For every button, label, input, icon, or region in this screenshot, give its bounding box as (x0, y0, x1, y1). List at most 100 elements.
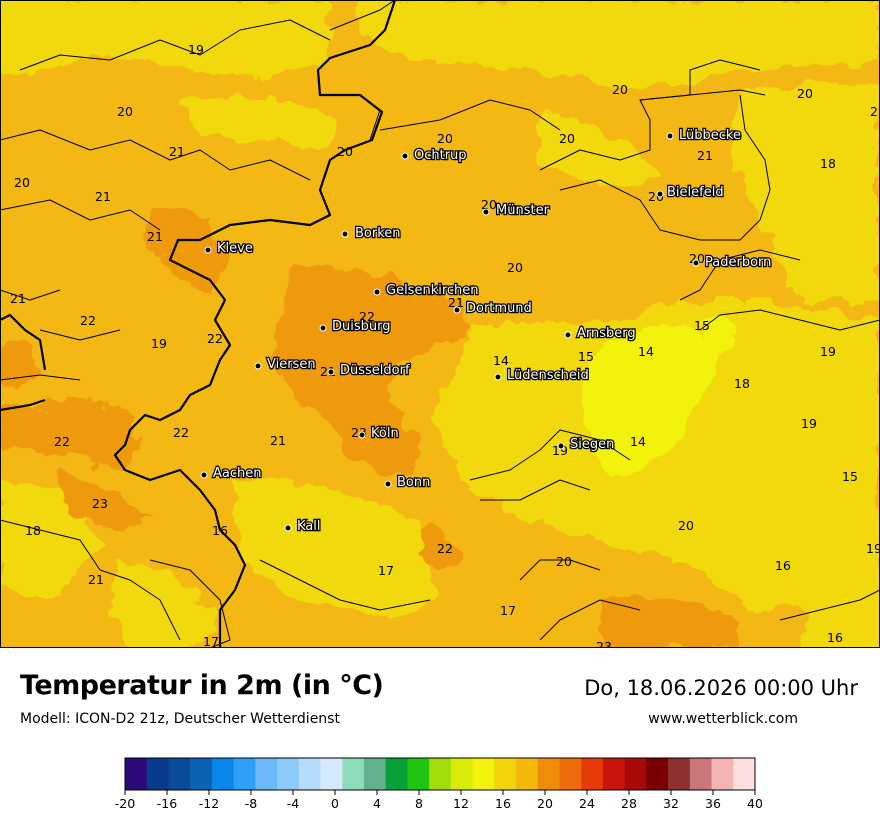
legend-tick-label: 28 (621, 796, 637, 811)
city-dortmund: Dortmund (453, 300, 533, 317)
legend-swatch (559, 758, 582, 790)
temp-label: 16 (775, 558, 791, 573)
temp-label: 17 (203, 634, 219, 648)
legend-tick-label: 36 (705, 796, 721, 811)
city-bielefeld: Bielefeld (656, 184, 725, 201)
city-label: Kleve (217, 241, 253, 256)
temp-label: 20 (14, 175, 30, 190)
city-muenster: Münster (482, 202, 551, 219)
city-kall: Kall (284, 518, 322, 535)
legend-swatch (429, 758, 452, 790)
temp-label: 18 (820, 156, 836, 171)
city-siegen: Siegen (557, 436, 616, 453)
legend-swatch (624, 758, 647, 790)
city-label: Bielefeld (667, 185, 724, 200)
temp-label: 21 (88, 572, 104, 587)
city-label: Viersen (267, 357, 316, 372)
website-link: www.wetterblick.com (648, 711, 798, 727)
temp-label: 22 (173, 425, 189, 440)
temp-label: 21 (10, 291, 26, 306)
legend-swatches (124, 757, 756, 791)
valid-datetime: Do, 18.06.2026 00:00 Uhr (584, 676, 858, 700)
legend-tick-label: 20 (537, 796, 553, 811)
city-viersen: Viersen (254, 356, 317, 373)
legend-tick-label: 16 (495, 796, 511, 811)
legend-swatch (277, 758, 300, 790)
legend-swatch (385, 758, 408, 790)
legend-tick-label: 0 (331, 796, 339, 811)
color-legend: -20 -16 -12 -8 -4 0 4 8 12 16 20 24 28 32 36 40 (115, 756, 775, 826)
temp-label: 22 (80, 313, 96, 328)
city-kleve: Kleve (204, 240, 254, 257)
legend-swatch (320, 758, 343, 790)
legend-swatch (233, 758, 256, 790)
legend-tick-label: -12 (199, 796, 219, 811)
legend-swatch (581, 758, 604, 790)
temp-label: 21 (147, 229, 163, 244)
city-luedenscheid: Lüdenscheid (494, 367, 590, 384)
city-arnsberg: Arnsberg (564, 325, 637, 342)
legend-tick-label: -16 (157, 796, 177, 811)
legend-tick-label: 40 (747, 796, 763, 811)
temp-label: 23 (596, 639, 612, 648)
map-footer: Temperatur in 2m (in °C) Modell: ICON-D2… (0, 648, 880, 830)
city-koeln: Köln (358, 425, 400, 442)
legend-swatch (450, 758, 473, 790)
temp-label: 16 (212, 523, 228, 538)
legend-swatch (711, 758, 734, 790)
temp-label: 20 (797, 86, 813, 101)
legend-swatch (190, 758, 213, 790)
map-title: Temperatur in 2m (in °C) (20, 670, 384, 701)
legend-swatch (602, 758, 625, 790)
temp-label: 20 (556, 554, 572, 569)
legend-tick-label: 8 (415, 796, 423, 811)
temp-label: 20 (117, 104, 133, 119)
temp-label: 22 (54, 434, 70, 449)
city-aachen: Aachen (200, 465, 263, 482)
legend-swatch (646, 758, 669, 790)
city-label: Kall (297, 519, 321, 534)
city-label: Siegen (570, 437, 614, 452)
temp-label: 21 (697, 148, 713, 163)
legend-tick-label: 4 (373, 796, 381, 811)
city-label: Borken (355, 226, 401, 241)
temp-label: 19 (801, 416, 817, 431)
temp-label: 23 (92, 496, 108, 511)
temp-label: 20 (437, 131, 453, 146)
legend-tick-label: -20 (115, 796, 135, 811)
temp-label: 19 (151, 336, 167, 351)
temp-label: 19 (188, 42, 204, 57)
temp-label: 22 (437, 541, 453, 556)
city-label: Dortmund (466, 301, 532, 316)
legend-swatch (472, 758, 495, 790)
city-label: Lüdenscheid (507, 368, 589, 383)
temp-label: 21 (870, 104, 880, 119)
temp-label: 14 (630, 434, 646, 449)
legend-swatch (668, 758, 691, 790)
temp-label: 22 (207, 331, 223, 346)
temp-label: 15 (578, 349, 594, 364)
temperature-map: 19 20 21 20 21 21 20 21 22 19 22 22 21 2… (0, 0, 880, 654)
legend-tick-label: -8 (245, 796, 258, 811)
temp-label: 15 (694, 318, 710, 333)
temp-label: 20 (559, 131, 575, 146)
legend-swatch (168, 758, 191, 790)
city-label: Duisburg (332, 319, 391, 334)
temp-label: 19 (866, 541, 880, 556)
city-paderborn: Paderborn (692, 254, 773, 271)
city-label: Lübbecke (679, 128, 741, 143)
temp-label: 17 (378, 563, 394, 578)
temp-label: 14 (493, 353, 509, 368)
city-ochtrup: Ochtrup (401, 147, 468, 164)
temp-label: 22 (359, 309, 375, 324)
city-label: Düsseldorf (340, 363, 410, 378)
temp-label: 17 (500, 603, 516, 618)
temp-label: 19 (820, 344, 836, 359)
legend-swatch (733, 758, 756, 790)
legend-swatch (298, 758, 321, 790)
city-borken: Borken (341, 225, 402, 242)
legend-swatch (689, 758, 712, 790)
city-gelsenkirchen: Gelsenkirchen (373, 282, 480, 299)
temp-label: 18 (25, 523, 41, 538)
legend-swatch (516, 758, 539, 790)
